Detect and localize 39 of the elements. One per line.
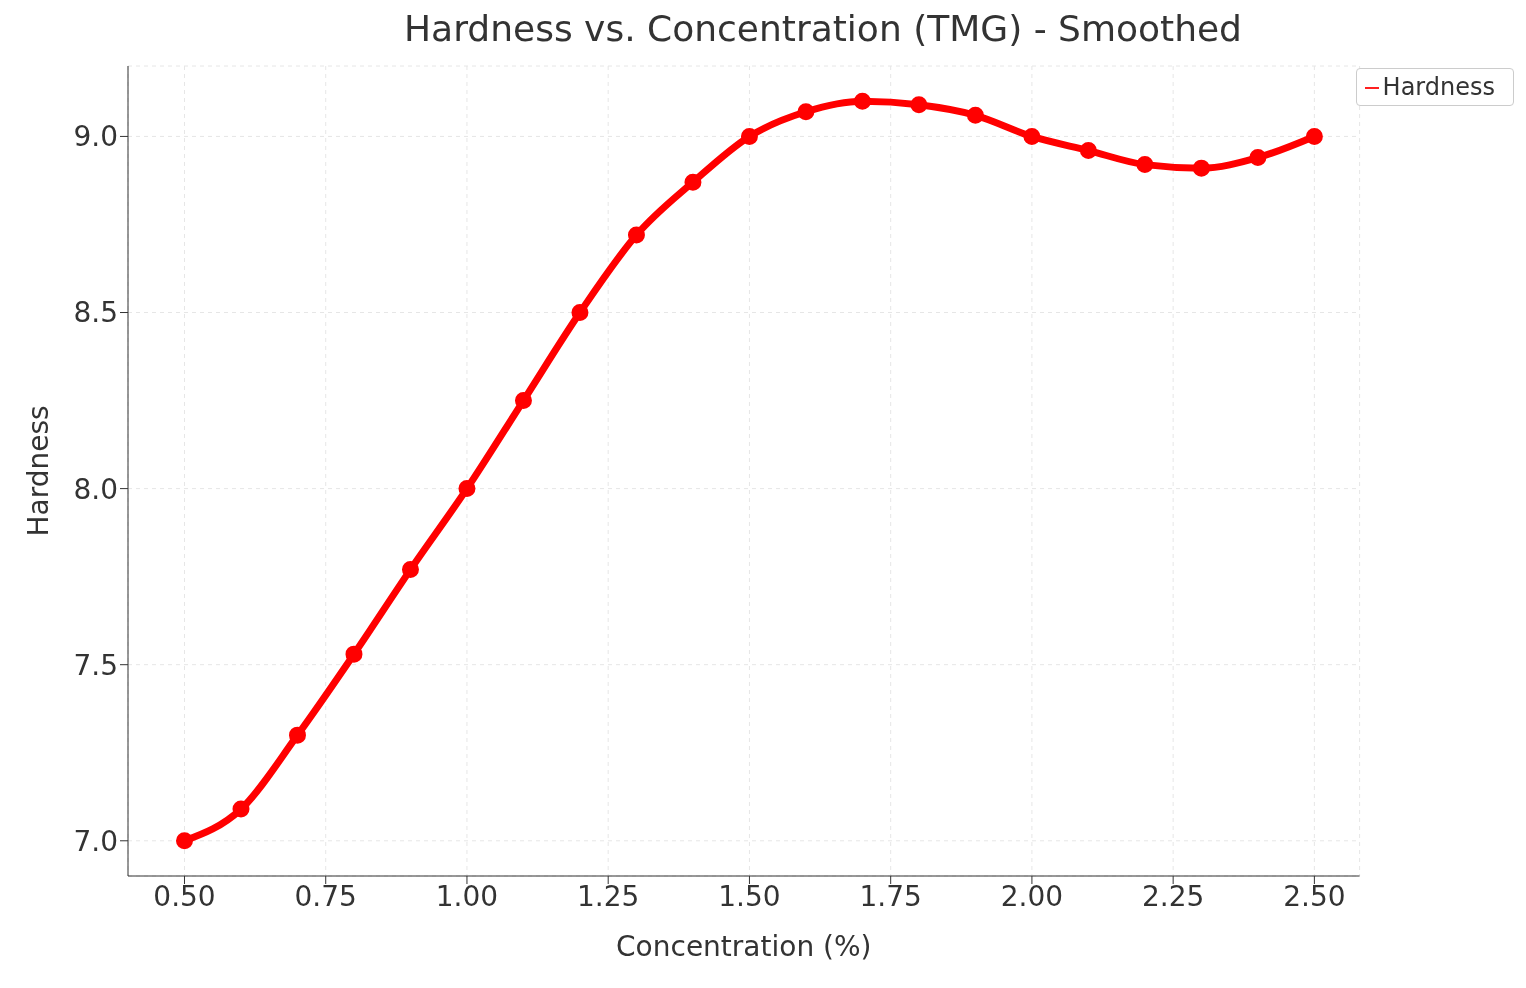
x-tick-label: 1.00 xyxy=(435,879,499,913)
point xyxy=(797,103,815,121)
y-tick-label: 8.0 xyxy=(73,472,118,506)
y-tick-label: 9.0 xyxy=(73,120,118,154)
point xyxy=(401,561,419,579)
point xyxy=(1192,159,1210,177)
point xyxy=(458,480,476,498)
legend-label: Hardness xyxy=(1382,73,1495,101)
point xyxy=(853,92,871,110)
y-tick-label: 7.5 xyxy=(73,648,118,682)
x-tick-label: 2.00 xyxy=(1000,879,1064,913)
point xyxy=(910,96,928,114)
point xyxy=(966,106,984,124)
x-tick-label: 0.50 xyxy=(153,879,216,913)
point xyxy=(1249,149,1267,167)
point xyxy=(232,800,250,818)
point xyxy=(1305,127,1323,145)
point xyxy=(627,226,645,244)
x-tick-label: 2.25 xyxy=(1141,879,1205,913)
x-tick-label: 2.50 xyxy=(1283,879,1346,913)
x-tick-label: 1.75 xyxy=(859,879,922,913)
point xyxy=(571,304,589,322)
x-tick-label: 1.25 xyxy=(577,879,640,913)
point xyxy=(1023,127,1041,145)
point xyxy=(514,392,532,410)
x-tick-label: 1.50 xyxy=(718,879,781,913)
y-axis-title: Hardness xyxy=(21,405,55,537)
point xyxy=(175,832,193,850)
x-tick-label: 0.75 xyxy=(294,879,357,913)
chart-title: Hardness vs. Concentration (TMG) - Smoothed xyxy=(403,8,1243,51)
point xyxy=(345,645,363,663)
x-axis-title: Concentration (%) xyxy=(616,930,872,963)
y-tick-label: 7.0 xyxy=(73,824,118,858)
point xyxy=(740,127,758,145)
point xyxy=(1136,156,1154,174)
point xyxy=(1079,142,1097,160)
point xyxy=(684,173,702,191)
y-tick-label: 8.5 xyxy=(73,296,118,330)
point xyxy=(288,726,306,744)
